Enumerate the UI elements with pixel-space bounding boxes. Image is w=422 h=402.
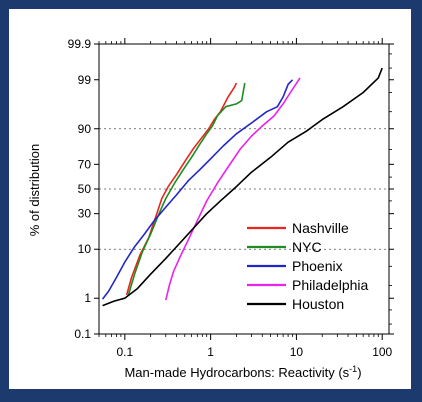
y-axis-label: % of distribution — [27, 144, 42, 237]
y-tick-label: 50 — [78, 182, 92, 196]
x-axis-label-exponent: -1 — [349, 364, 357, 374]
legend-label-nyc: NYC — [292, 239, 322, 255]
chart-panel: 0.1 1 10 30 50 70 90 99 99.9 0.1 1 10 100 Nashville N… — [9, 9, 411, 389]
y-tick-label: 99.9 — [68, 37, 92, 51]
y-tick-label: 10 — [78, 242, 92, 256]
y-tick-label: 0.1 — [74, 327, 91, 341]
y-tick-label: 30 — [78, 207, 92, 221]
series-line-nyc — [127, 82, 246, 296]
legend-label-phoenix: Phoenix — [292, 258, 343, 274]
series-line-phoenix — [101, 79, 294, 300]
y-tick-label: 70 — [78, 157, 92, 171]
x-tick-label: 0.1 — [116, 345, 133, 359]
y-tick-label: 1 — [84, 291, 91, 305]
x-tick-label: 1 — [207, 345, 214, 359]
legend-label-nashville: Nashville — [292, 220, 349, 236]
tick-marks — [94, 38, 394, 340]
legend-label-houston: Houston — [292, 296, 344, 312]
legend: Nashville NYC Phoenix Philadelphia Houston — [247, 220, 368, 312]
x-tick-label: 100 — [372, 345, 392, 359]
x-axis-label-text: Man-made Hydrocarbons: Reactivity (s — [124, 365, 349, 380]
series-lines — [101, 67, 383, 307]
tick-labels: 0.1 1 10 30 50 70 90 99 99.9 0.1 1 10 100 — [68, 37, 393, 359]
series-line-houston — [102, 67, 383, 307]
x-tick-label: 10 — [290, 345, 304, 359]
x-axis-label: Man-made Hydrocarbons: Reactivity (s-1) — [124, 364, 361, 380]
y-tick-label: 90 — [78, 122, 92, 136]
y-tick-label: 99 — [78, 73, 92, 87]
legend-label-philadelphia: Philadelphia — [292, 277, 368, 293]
x-axis-label-close: ) — [357, 365, 361, 380]
series-line-philadelphia — [165, 77, 301, 301]
